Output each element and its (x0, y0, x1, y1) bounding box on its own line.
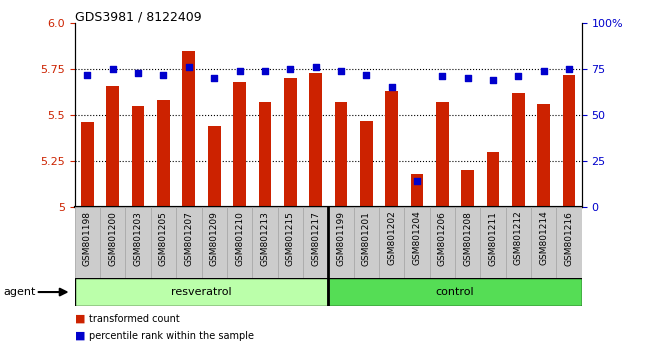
Point (412, 178, 423, 184)
Point (82, 72, 93, 78)
Point (386, 85, 396, 90)
Text: GSM801214: GSM801214 (540, 211, 548, 266)
Bar (75, 207, 100, 278)
Point (311, 64, 321, 70)
Bar (309, 73, 322, 207)
Bar (462, 170, 474, 207)
Bar (335, 102, 347, 207)
Text: GSM801206: GSM801206 (438, 211, 447, 266)
Bar (538, 104, 550, 207)
Text: GSM801203: GSM801203 (134, 211, 142, 266)
Bar (303, 207, 328, 278)
Bar (202, 207, 227, 278)
Bar (531, 207, 556, 278)
Bar (328, 207, 354, 278)
Bar (132, 106, 144, 207)
Text: GDS3981 / 8122409: GDS3981 / 8122409 (75, 11, 202, 24)
Bar (208, 126, 220, 207)
Bar (252, 207, 278, 278)
Bar (157, 100, 170, 207)
Point (564, 66, 575, 72)
Text: GSM801212: GSM801212 (514, 211, 523, 266)
Bar (125, 207, 151, 278)
Bar (360, 121, 372, 207)
Text: GSM801215: GSM801215 (286, 211, 294, 266)
Text: GSM801211: GSM801211 (489, 211, 497, 266)
Bar (81, 122, 94, 207)
Bar (563, 75, 575, 207)
Bar (436, 102, 448, 207)
Text: GSM801198: GSM801198 (83, 211, 92, 266)
Bar (176, 207, 202, 278)
Text: GSM801202: GSM801202 (387, 211, 396, 266)
Point (361, 72, 372, 78)
Text: transformed count: transformed count (89, 314, 180, 324)
Point (488, 77, 499, 83)
Bar (233, 82, 246, 207)
Text: GSM801217: GSM801217 (311, 211, 320, 266)
Bar (385, 91, 398, 207)
Text: GSM801210: GSM801210 (235, 211, 244, 266)
Text: GSM801201: GSM801201 (362, 211, 370, 266)
Text: GSM801199: GSM801199 (337, 211, 345, 266)
Point (209, 75, 220, 81)
Text: GSM801208: GSM801208 (463, 211, 472, 266)
Bar (379, 207, 404, 278)
Point (183, 64, 194, 70)
Bar (328, 278, 582, 306)
Bar (284, 78, 296, 207)
Bar (404, 207, 430, 278)
Bar (506, 207, 531, 278)
Point (538, 68, 549, 74)
Text: resveratrol: resveratrol (171, 287, 232, 297)
Point (463, 75, 473, 81)
Bar (227, 207, 252, 278)
Point (285, 66, 295, 72)
Point (159, 72, 169, 78)
Point (133, 70, 143, 75)
Text: ■: ■ (75, 331, 85, 341)
Text: percentile rank within the sample: percentile rank within the sample (89, 331, 254, 341)
Text: GSM801209: GSM801209 (210, 211, 218, 266)
Text: GSM801204: GSM801204 (413, 211, 421, 266)
Text: GSM801216: GSM801216 (565, 211, 573, 266)
Point (108, 66, 118, 72)
Bar (151, 207, 176, 278)
Bar (278, 207, 303, 278)
Text: GSM801213: GSM801213 (261, 211, 269, 266)
Bar (259, 102, 271, 207)
Point (335, 68, 346, 74)
Text: agent: agent (3, 287, 36, 297)
Point (514, 74, 524, 79)
Bar (512, 93, 525, 207)
Bar (455, 207, 480, 278)
Text: GSM801205: GSM801205 (159, 211, 168, 266)
Point (259, 68, 270, 74)
Bar (100, 207, 125, 278)
Text: GSM801207: GSM801207 (185, 211, 193, 266)
Bar (75, 278, 328, 306)
Text: control: control (436, 287, 474, 297)
Bar (556, 207, 582, 278)
Bar (480, 207, 506, 278)
Bar (411, 174, 423, 207)
Point (235, 68, 245, 74)
Bar (430, 207, 455, 278)
Bar (107, 86, 119, 207)
Text: GSM801200: GSM801200 (109, 211, 117, 266)
Bar (354, 207, 379, 278)
Text: ■: ■ (75, 314, 85, 324)
Bar (487, 152, 499, 207)
Point (437, 74, 448, 79)
Bar (183, 51, 195, 207)
